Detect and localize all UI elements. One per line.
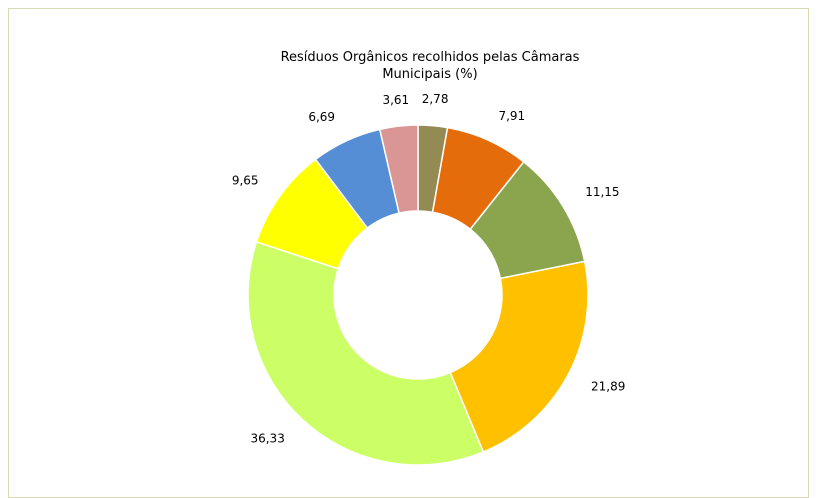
data-label: 6,69 bbox=[308, 110, 335, 124]
data-label: 11,15 bbox=[585, 185, 619, 199]
data-label: 9,65 bbox=[232, 174, 259, 188]
donut-slice bbox=[247, 240, 485, 466]
chart-title: Resíduos Orgânicos recolhidos pelas Câma… bbox=[280, 50, 580, 82]
page: {"chart_data": {"type": "donut", "title"… bbox=[8, 8, 809, 498]
data-label: 7,91 bbox=[498, 109, 525, 123]
data-label: 2,78 bbox=[422, 92, 449, 106]
donut-slice bbox=[378, 124, 419, 215]
data-label: 21,89 bbox=[591, 380, 625, 394]
data-label: 3,61 bbox=[382, 93, 409, 107]
chart: 2,78 7,91 11,15 21,89 36,33 9,65 6,69 3,61 bbox=[232, 92, 625, 466]
donut-slice bbox=[449, 260, 589, 453]
data-label: 36,33 bbox=[250, 431, 284, 445]
